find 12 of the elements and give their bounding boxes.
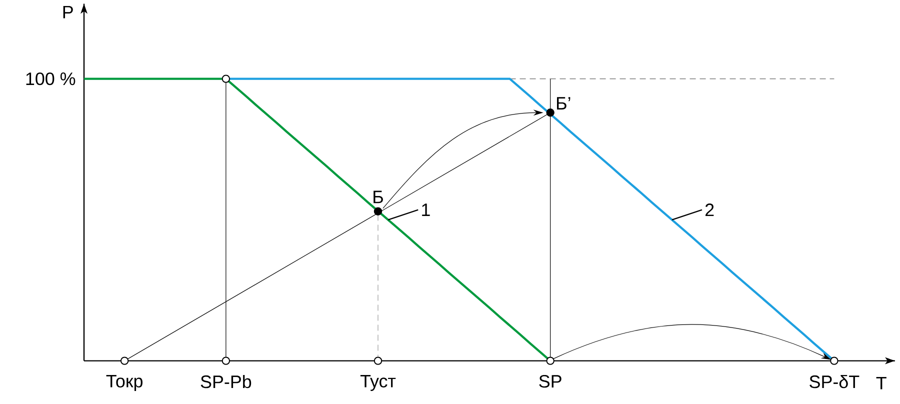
text: 100 % <box>26 72 76 86</box>
x-tick-label: Туст <box>360 375 396 392</box>
series-label: 2 <box>705 204 714 216</box>
x-tick-label: Токр <box>106 375 142 392</box>
x-axis-title: T <box>876 377 886 390</box>
y-axis-title: P <box>63 6 73 18</box>
annotation: Б’ <box>557 97 570 110</box>
annotation: Б <box>374 190 383 204</box>
x-tick-label: SP <box>539 375 562 388</box>
x-tick-label: SP-Pb <box>200 375 252 388</box>
series-label: 1 <box>422 204 430 216</box>
x-tick-label: SP-δT <box>810 375 860 388</box>
